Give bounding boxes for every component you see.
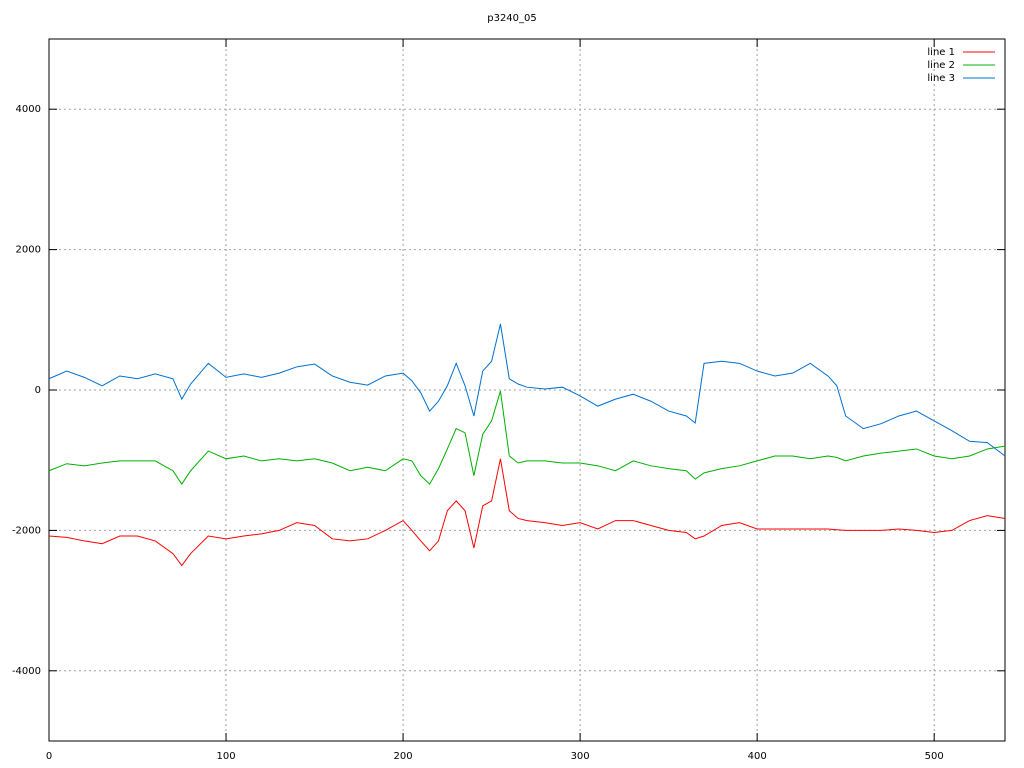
x-tick-label: 0 bbox=[46, 751, 52, 762]
x-tick-label: 400 bbox=[748, 751, 767, 762]
x-tick-label: 200 bbox=[394, 751, 413, 762]
y-tick-label: 4000 bbox=[16, 104, 41, 115]
y-tick-label: -4000 bbox=[12, 666, 41, 677]
legend-label: line 2 bbox=[927, 60, 955, 71]
x-tick-label: 100 bbox=[216, 751, 235, 762]
series-line bbox=[48, 458, 1006, 567]
x-tick-label: 500 bbox=[925, 751, 944, 762]
y-tick-label: -2000 bbox=[12, 525, 41, 536]
plot-frame bbox=[48, 38, 1006, 742]
series-line bbox=[48, 390, 1006, 485]
chart-title: p3240_05 bbox=[487, 13, 537, 24]
y-tick-label: 2000 bbox=[16, 245, 41, 256]
y-tick-label: 0 bbox=[35, 385, 41, 396]
x-tick-label: 300 bbox=[571, 751, 590, 762]
legend-label: line 1 bbox=[927, 47, 955, 58]
series-line bbox=[48, 323, 1006, 457]
legend-label: line 3 bbox=[927, 73, 955, 84]
